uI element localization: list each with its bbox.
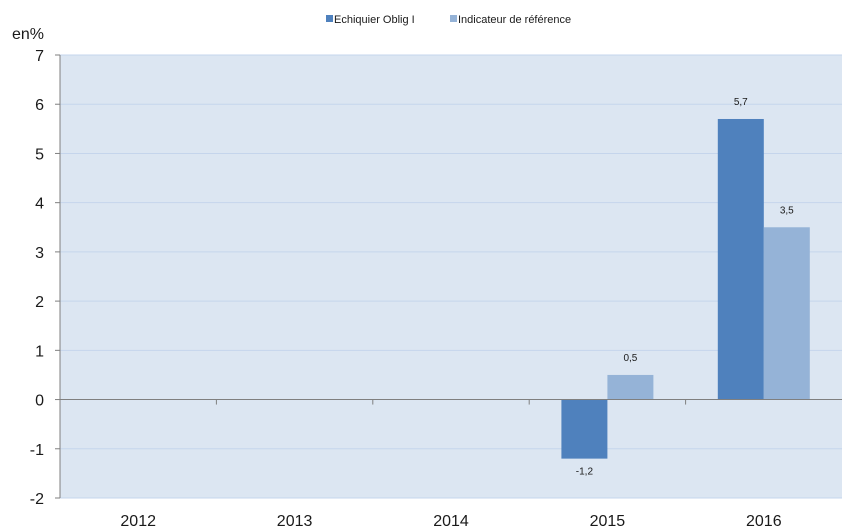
y-tick-labels: -2 -1 0 1 2 3 4 5 6 7	[30, 48, 44, 508]
y-tick-label: 6	[35, 97, 44, 114]
gridlines	[60, 54, 842, 499]
y-tick-label: -2	[30, 491, 44, 508]
legend-label: Indicateur de référence	[458, 14, 571, 26]
plot-area	[60, 55, 842, 498]
y-tick-label: -1	[30, 442, 44, 459]
y-tick-label: 1	[35, 343, 44, 360]
axes	[55, 54, 842, 499]
legend: Echiquier Oblig I Indicateur de référence	[326, 14, 571, 26]
y-tick-label: 3	[35, 245, 44, 262]
data-labels: -1,2 5,7 0,5 3,5	[576, 97, 794, 478]
y-tick-label: 5	[35, 146, 44, 163]
x-tick-label: 2015	[590, 513, 626, 529]
y-tick-label: 2	[35, 294, 44, 311]
bar	[717, 118, 764, 400]
data-label: 5,7	[734, 97, 748, 108]
legend-label: Echiquier Oblig I	[334, 14, 415, 26]
data-label: -1,2	[576, 467, 594, 478]
bar	[763, 227, 810, 400]
y-tick-label: 7	[35, 48, 44, 65]
x-tick-labels: 2012 2013 2014 2015 2016	[120, 513, 781, 529]
x-tick-label: 2013	[277, 513, 313, 529]
data-label: 3,5	[780, 205, 794, 216]
y-tick-label: 4	[35, 196, 44, 213]
legend-swatch	[450, 15, 457, 22]
x-tick-label: 2014	[433, 513, 469, 529]
bars	[561, 118, 810, 459]
bar	[607, 374, 654, 400]
data-label: 0,5	[623, 353, 637, 364]
x-tick-label: 2016	[746, 513, 782, 529]
y-unit-label: en%	[12, 26, 44, 43]
y-tick-label: 0	[35, 393, 44, 410]
bar	[561, 399, 608, 459]
legend-swatch	[326, 15, 333, 22]
x-tick-label: 2012	[120, 513, 156, 529]
